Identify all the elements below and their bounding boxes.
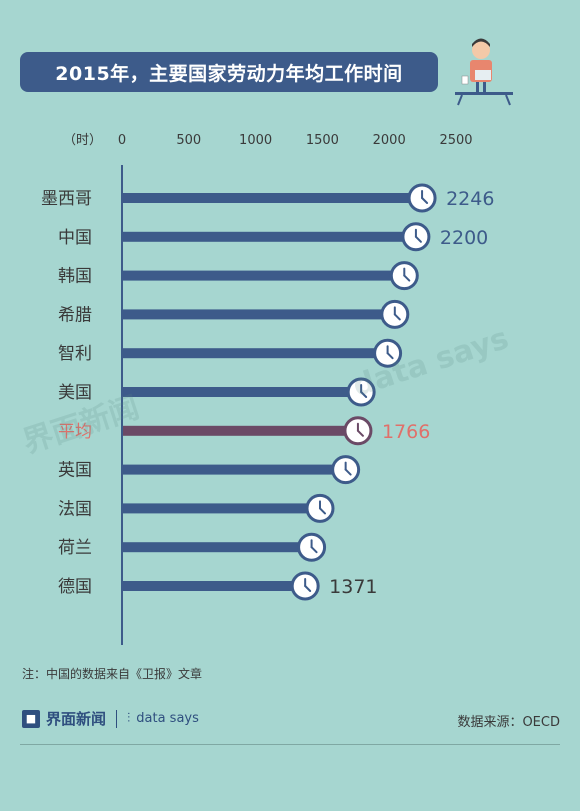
jiemian-logo-icon: ■ [22, 709, 40, 728]
footer-divider [20, 744, 560, 745]
clock-icon [343, 416, 373, 446]
clock-icon [389, 261, 419, 291]
category-label: 荷兰 [58, 538, 92, 558]
x-tick-label: 2000 [373, 133, 406, 148]
data-label: 2246 [446, 188, 494, 210]
brand-divider [116, 709, 118, 728]
bar [123, 581, 306, 591]
clock-icon [373, 338, 403, 368]
clock-icon [290, 571, 320, 601]
bar [123, 464, 346, 475]
worker-at-desk-illustration [455, 38, 513, 106]
category-label: 法国 [58, 499, 92, 519]
category-label: 平均 [58, 422, 92, 442]
clock-icon [297, 532, 327, 562]
x-tick-label: 500 [176, 133, 201, 148]
category-label: 英国 [58, 461, 92, 481]
x-tick-label: 2500 [439, 133, 472, 148]
brand-logos: ■ 界面新闻 ⫶ data says [22, 708, 199, 729]
data-label: 1766 [382, 421, 430, 443]
data-says-logo-text: data says [136, 711, 199, 726]
axis-unit-label: （时） [63, 133, 102, 148]
clock-icon [401, 222, 431, 252]
bar [123, 309, 395, 320]
x-tick-label: 1500 [306, 133, 339, 148]
category-label: 希腊 [58, 305, 92, 325]
x-tick-label: 1000 [239, 133, 272, 148]
data-says-logo-icon: ⫶ [127, 711, 131, 726]
clock-icon [305, 493, 335, 523]
clock-icon [407, 183, 437, 213]
bar [123, 270, 405, 281]
source-note: 数据来源：OECD [457, 715, 560, 730]
x-tick-label: 0 [118, 133, 126, 148]
bar [123, 425, 358, 436]
category-label: 中国 [58, 228, 92, 248]
data-label: 1371 [329, 576, 377, 598]
chart-title: 2015年，主要国家劳动力年均工作时间 [20, 52, 438, 92]
bar [123, 231, 416, 242]
bar [123, 348, 388, 359]
clock-icon [331, 455, 361, 485]
category-label: 德国 [58, 577, 92, 597]
category-label: 美国 [58, 383, 92, 403]
clock-icon [380, 299, 410, 329]
bar [123, 193, 423, 203]
clock-icon [346, 377, 376, 407]
category-label: 韩国 [58, 267, 92, 287]
jiemian-logo-text: 界面新闻 [46, 710, 107, 728]
bar [123, 387, 362, 397]
data-label: 2200 [440, 227, 488, 249]
bar [123, 503, 320, 514]
category-label: 墨西哥 [41, 189, 92, 209]
footnote: 注：中国的数据来自《卫报》文章 [22, 667, 203, 681]
bar [123, 542, 312, 553]
category-label: 智利 [58, 344, 92, 364]
